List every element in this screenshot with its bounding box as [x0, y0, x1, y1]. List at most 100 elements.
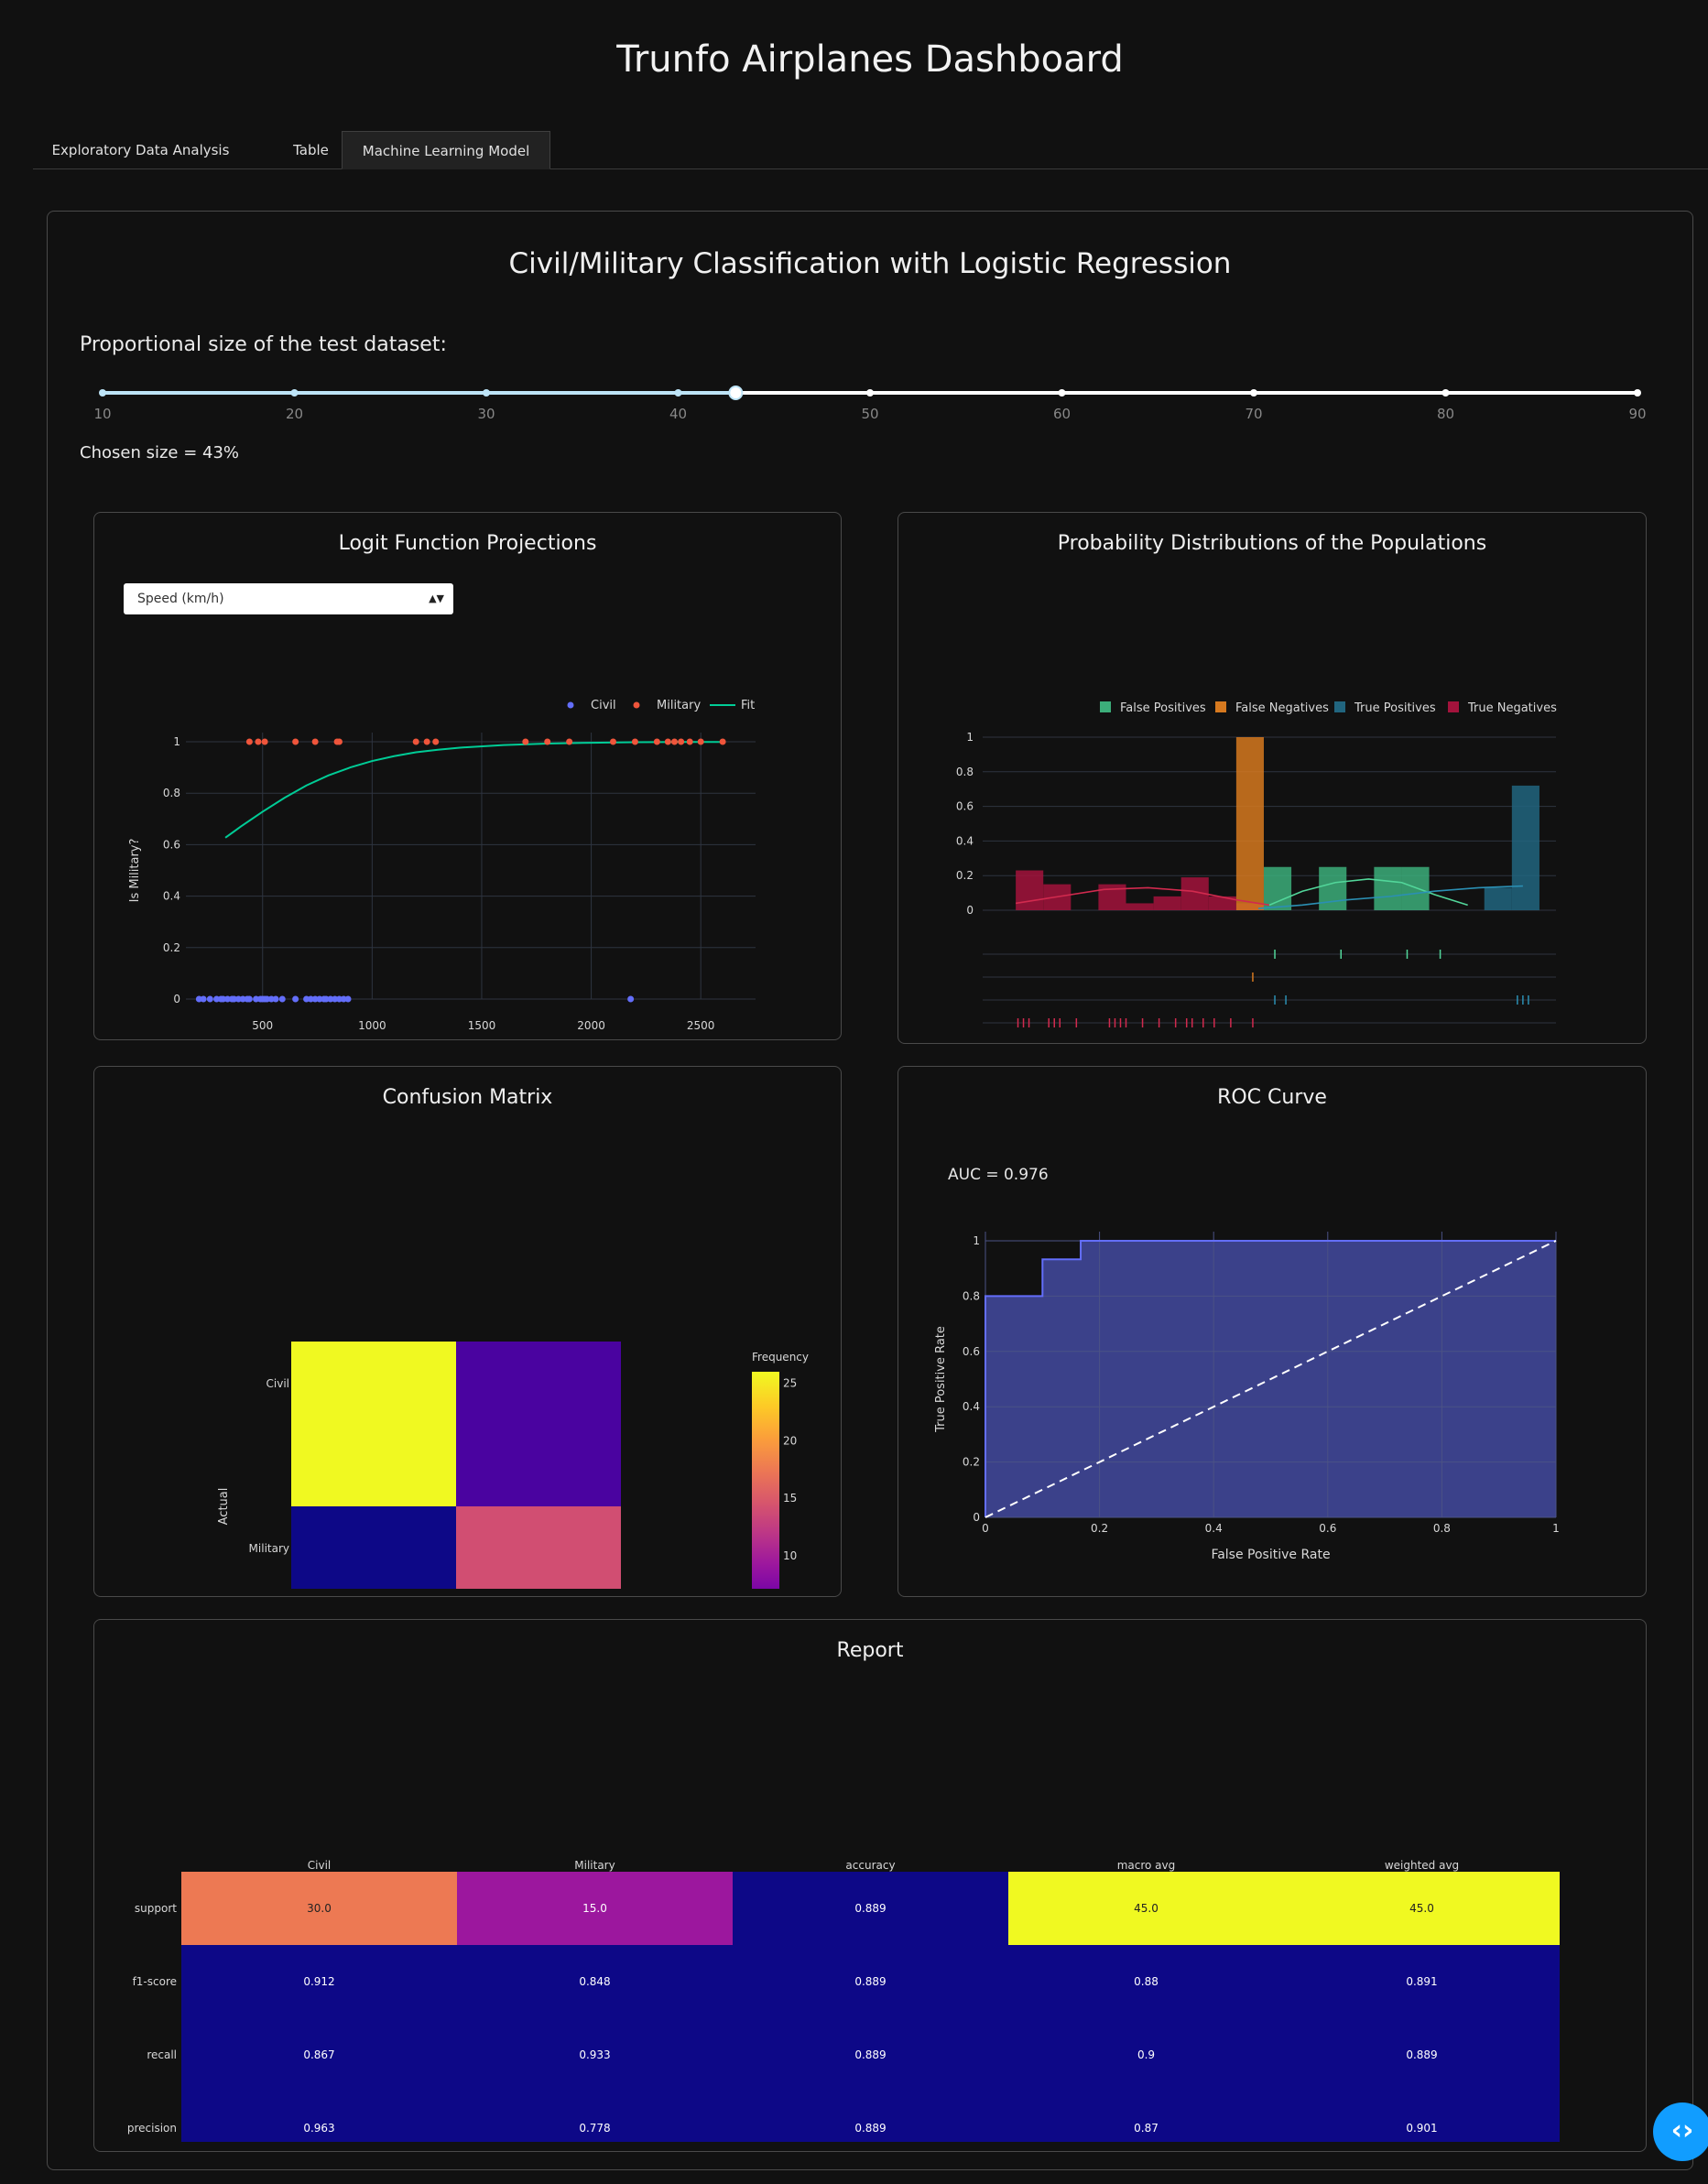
report-cell-value: 30.0 — [307, 1902, 332, 1915]
roc-x-tick: 0.6 — [1319, 1522, 1336, 1535]
slider-mark-label: 80 — [1437, 406, 1454, 422]
logit-point-military — [566, 738, 573, 745]
legend-fit-label: Fit — [741, 699, 755, 712]
logit-x-tick: 500 — [252, 1019, 273, 1032]
legend-military-label: Military — [657, 699, 701, 712]
logit-point-military — [255, 738, 262, 745]
prob-bar-tp — [1484, 887, 1512, 910]
confusion-chart: CivilMilitaryCivilMilitaryPredictedActua… — [217, 1342, 809, 1589]
report-cell — [181, 2092, 457, 2142]
prob-title: Probability Distributions of the Populat… — [1057, 532, 1487, 555]
logit-point-civil — [327, 995, 334, 1003]
legend-fn-marker — [1215, 701, 1226, 712]
report-title: Report — [836, 1639, 904, 1662]
logit-point-military — [412, 738, 419, 745]
logit-point-military — [653, 738, 660, 745]
report-panel: Report Civil Military accuracy macro avg wei… — [93, 1619, 1647, 2152]
confusion-cell — [456, 1342, 621, 1506]
report-cell — [181, 2018, 457, 2092]
code-toggle-icon: ‹› — [1670, 2114, 1694, 2146]
confusion-cell — [456, 1506, 621, 1589]
legend-military-marker — [633, 701, 640, 709]
confusion-y-tick: Military — [249, 1542, 289, 1555]
report-cell-value: 0.9 — [1137, 2048, 1155, 2061]
report-cell — [1284, 2018, 1560, 2092]
report-column-header: weighted avg — [1385, 1859, 1459, 1872]
slider-mark-dot — [1250, 389, 1257, 397]
logit-y-tick: 1 — [173, 735, 180, 748]
legend-civil-label: Civil — [591, 699, 616, 712]
roc-x-tick: 0.2 — [1091, 1522, 1108, 1535]
logit-x-tick: 2500 — [687, 1019, 715, 1032]
slider-mark-label: 10 — [93, 406, 111, 422]
logit-point-civil — [322, 995, 330, 1003]
legend-tn-marker — [1448, 701, 1459, 712]
logit-point-civil — [212, 995, 220, 1003]
report-cell — [1284, 1945, 1560, 2018]
slider-mark-dot — [1441, 389, 1450, 397]
report-cell-value: 0.889 — [854, 2048, 886, 2061]
confusion-cell — [291, 1342, 456, 1506]
report-cell-value: 0.889 — [854, 1902, 886, 1915]
slider-marks: 10 20 30 40 50 60 70 80 90 — [93, 389, 1647, 422]
logit-point-military — [423, 738, 430, 745]
chosen-size-text: Chosen size = 43% — [80, 443, 240, 462]
chevron-updown-icon: ▲▼ — [429, 592, 444, 604]
tab-exploratory-data-analysis[interactable]: Exploratory Data Analysis — [51, 142, 230, 158]
colorbar-tick: 15 — [783, 1492, 797, 1505]
report-cell — [457, 2092, 733, 2142]
logit-point-military — [544, 738, 551, 745]
tab-machine-learning-model[interactable]: Machine Learning Model — [342, 131, 550, 169]
tab-table[interactable]: Table — [293, 142, 329, 158]
logit-panel: Logit Function Projections Speed (km/h) … — [93, 512, 842, 1040]
code-toggle-button[interactable]: ‹› — [1653, 2103, 1708, 2161]
logit-point-civil — [220, 995, 227, 1003]
roc-y-tick: 0.4 — [963, 1400, 980, 1413]
logit-point-civil — [234, 995, 242, 1003]
prob-y-tick: 0 — [966, 904, 974, 917]
logit-point-civil — [239, 995, 246, 1003]
report-column-header: accuracy — [845, 1859, 895, 1872]
logit-fit-line — [224, 741, 723, 839]
logit-point-military — [245, 738, 253, 745]
logit-y-tick: 0.8 — [163, 787, 180, 799]
logit-point-military — [697, 738, 704, 745]
prob-bar-fn — [1235, 737, 1264, 910]
report-cell — [733, 2018, 1008, 2092]
slider-mark-label: 40 — [669, 406, 687, 422]
report-cell-value: 0.933 — [579, 2048, 610, 2061]
logit-y-tick: 0 — [173, 993, 180, 1005]
roc-y-axis-label: True Positive Rate — [934, 1326, 948, 1433]
report-cell-value: 0.88 — [1134, 1975, 1159, 1988]
report-cell — [1284, 1872, 1560, 1945]
slider-handle[interactable] — [728, 386, 744, 400]
report-cell — [1008, 1872, 1284, 1945]
report-cell-value: 0.848 — [579, 1975, 610, 1988]
report-cell-value: 0.891 — [1406, 1975, 1437, 1988]
confusion-y-tick: Civil — [267, 1377, 289, 1390]
logit-point-civil — [627, 995, 635, 1003]
report-cell-value: 0.889 — [854, 1975, 886, 1988]
prob-bar-fp — [1319, 866, 1347, 910]
report-cell — [181, 1872, 457, 1945]
logit-point-civil — [245, 995, 253, 1003]
confusion-panel: Confusion Matrix CivilMilitaryCivilMilit… — [93, 1066, 842, 1597]
report-cell — [181, 1945, 457, 2018]
report-column-header: Military — [574, 1859, 615, 1872]
logit-point-civil — [272, 995, 279, 1003]
feature-dropdown[interactable]: Speed (km/h) ▲▼ — [124, 583, 453, 614]
legend-tp-label: True Positives — [1354, 701, 1436, 715]
logit-point-civil — [253, 995, 260, 1003]
report-cell — [1008, 1945, 1284, 2018]
legend-civil-marker — [567, 701, 574, 709]
legend-fn-label: False Negatives — [1235, 701, 1329, 715]
test-size-slider[interactable]: 10 20 30 40 50 60 70 80 90 — [82, 375, 1667, 427]
report-row-header: recall — [147, 2048, 177, 2061]
roc-curve-line — [985, 1240, 1556, 1517]
legend-tp-marker — [1334, 701, 1345, 712]
logit-y-tick: 0.4 — [163, 890, 180, 903]
report-cell-value: 15.0 — [582, 1902, 607, 1915]
logit-point-civil — [307, 995, 314, 1003]
logit-point-civil — [303, 995, 310, 1003]
